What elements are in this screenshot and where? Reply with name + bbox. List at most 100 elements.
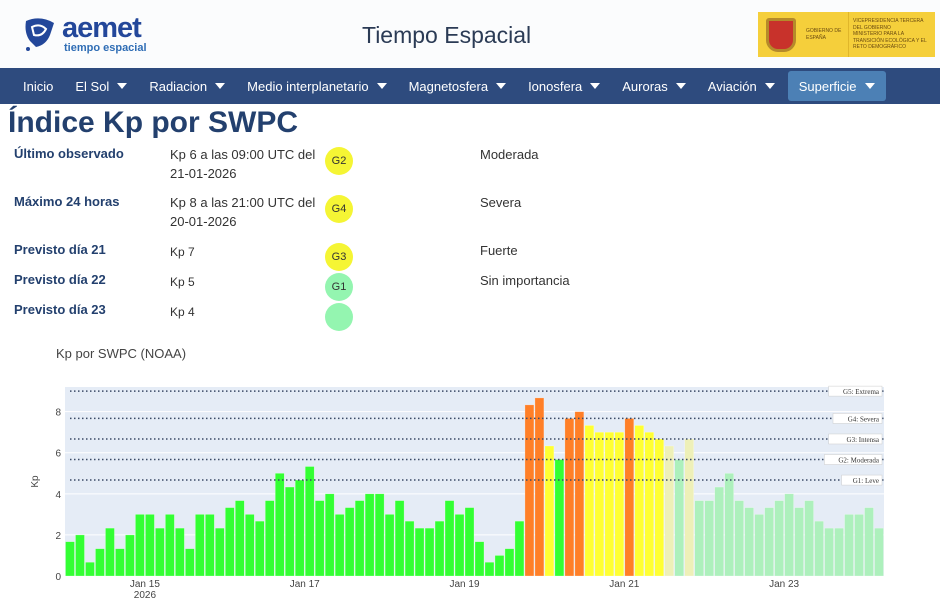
forecast-kp-bar: [784, 493, 794, 577]
observed-kp-bar: [294, 479, 305, 577]
observed-kp-bar: [245, 514, 255, 577]
row-value: Kp 8 a las 21:00 UTC del 20-01-2026: [170, 195, 316, 229]
threshold-label-box: [828, 433, 883, 445]
threshold-label-box: [828, 385, 883, 397]
nav-item-ionosfera[interactable]: Ionosfera: [517, 71, 611, 101]
nav-item-inicio[interactable]: Inicio: [12, 71, 64, 101]
observed-kp-bar: [324, 493, 335, 577]
nav-item-radiacion[interactable]: Radiacion: [138, 71, 236, 101]
observed-kp-bar: [404, 520, 415, 577]
observed-kp-bar: [634, 425, 645, 577]
nav-item-superficie[interactable]: Superficie: [787, 71, 886, 101]
nav-item-aviación[interactable]: Aviación: [697, 71, 786, 101]
g-scale-badge: G1: [325, 273, 353, 301]
threshold-label: G2: Moderada: [838, 457, 880, 465]
observed-kp-bar: [354, 500, 365, 577]
chart-title: Kp por SWPC (NOAA): [56, 346, 187, 361]
observed-kp-bar: [215, 527, 225, 577]
observed-kp-bar: [165, 514, 175, 577]
observed-kp-bar: [235, 500, 245, 577]
observed-kp-bar: [125, 534, 135, 577]
observed-kp-bar: [564, 418, 575, 577]
ministry-text: MINISTERIO PARA LA TRANSICIÓN ECOLÓGICA …: [853, 31, 927, 51]
row-label: Último observado: [14, 146, 124, 161]
forecast-kp-bar: [674, 459, 684, 577]
observed-kp-bar: [474, 541, 485, 577]
y-tick-label: 2: [55, 531, 61, 542]
observed-kp-bar: [344, 507, 355, 577]
forecast-kp-bar: [694, 500, 704, 577]
g-scale-badge: G4: [325, 195, 353, 223]
x-tick-year: 2026: [134, 590, 157, 601]
observed-kp-bar: [374, 493, 385, 577]
x-tick-label: Jan 17: [290, 579, 320, 590]
row-value: Kp 6 a las 09:00 UTC del 21-01-2026: [170, 147, 316, 181]
row-label: Previsto día 21: [14, 242, 106, 257]
y-tick-label: 8: [55, 408, 61, 419]
threshold-label: G1: Leve: [853, 477, 879, 485]
forecast-kp-bar: [774, 500, 784, 577]
nav-item-label: Ionosfera: [528, 78, 583, 94]
y-tick-label: 6: [55, 449, 61, 460]
threshold-label: G4: Severa: [848, 415, 880, 423]
site-title: Tiempo Espacial: [362, 22, 532, 48]
main-nav: Inicio El Sol Radiacion Medio interplanetar…: [0, 68, 940, 104]
threshold-label: G3: Intensa: [847, 436, 880, 444]
nav-item-label: Auroras: [622, 78, 668, 94]
observed-kp-bar: [604, 431, 615, 577]
nav-item-auroras[interactable]: Auroras: [611, 71, 697, 101]
forecast-kp-bar: [704, 500, 714, 577]
x-tick-label: Jan 19: [449, 579, 479, 590]
forecast-kp-bar: [824, 527, 834, 577]
observed-kp-bar: [614, 431, 625, 577]
x-tick-label: Jan 21: [609, 579, 639, 590]
observed-kp-bar: [544, 445, 555, 577]
forecast-kp-bar: [854, 514, 864, 577]
aemet-logo[interactable]: aemet tiempo espacial: [20, 14, 147, 54]
threshold-label-box: [824, 454, 883, 465]
observed-kp-bar: [135, 514, 145, 577]
forecast-kp-bar: [714, 486, 724, 577]
nav-item-el-sol[interactable]: El Sol: [64, 71, 138, 101]
nav-item-label: Medio interplanetario: [247, 78, 369, 94]
forecast-kp-bar: [834, 527, 844, 577]
logo-subtitle: tiempo espacial: [64, 42, 147, 54]
nav-item-label: Magnetosfera: [408, 78, 489, 94]
nav-item-label: Inicio: [23, 78, 54, 94]
observed-kp-bar: [594, 431, 605, 577]
observed-kp-bar: [444, 500, 455, 577]
forecast-kp-bar: [804, 500, 814, 577]
g-scale-badge: [325, 303, 353, 331]
row-value: Kp 7: [170, 245, 195, 259]
row-description: Fuerte: [480, 243, 518, 258]
observed-kp-bar: [284, 486, 295, 577]
observed-kp-bar: [75, 534, 85, 577]
nav-item-medio-interplanetario[interactable]: Medio interplanetario: [236, 71, 397, 101]
caret-down-icon: [117, 83, 128, 89]
caret-down-icon: [215, 83, 226, 89]
row-description: Severa: [480, 195, 522, 210]
g-scale-badge: G3: [325, 243, 353, 271]
caret-down-icon: [864, 83, 875, 89]
row-description: Moderada: [480, 147, 539, 162]
observed-kp-bar: [584, 425, 595, 577]
observed-kp-bar: [155, 527, 165, 577]
aemet-logo-icon: [25, 18, 54, 51]
observed-kp-bar: [255, 520, 265, 577]
observed-kp-bar: [394, 500, 405, 577]
observed-kp-bar: [414, 527, 425, 577]
row-label: Máximo 24 horas: [14, 194, 120, 209]
observed-kp-bar: [574, 411, 585, 577]
x-tick-label: Jan 23: [769, 579, 799, 590]
observed-kp-bar: [185, 548, 195, 577]
caret-down-icon: [590, 83, 601, 89]
nav-item-magnetosfera[interactable]: Magnetosfera: [398, 71, 518, 101]
forecast-kp-bar: [744, 507, 754, 577]
government-logo[interactable]: GOBIERNO DE ESPAÑA VICEPRESIDENCIA TERCE…: [758, 12, 935, 57]
threshold-label-box: [841, 474, 883, 486]
observed-kp-bar: [274, 473, 285, 577]
observed-kp-bar: [65, 541, 75, 577]
observed-kp-bar: [205, 514, 215, 577]
observed-kp-bar: [454, 514, 465, 577]
nav-item-label: Radiacion: [149, 78, 208, 94]
